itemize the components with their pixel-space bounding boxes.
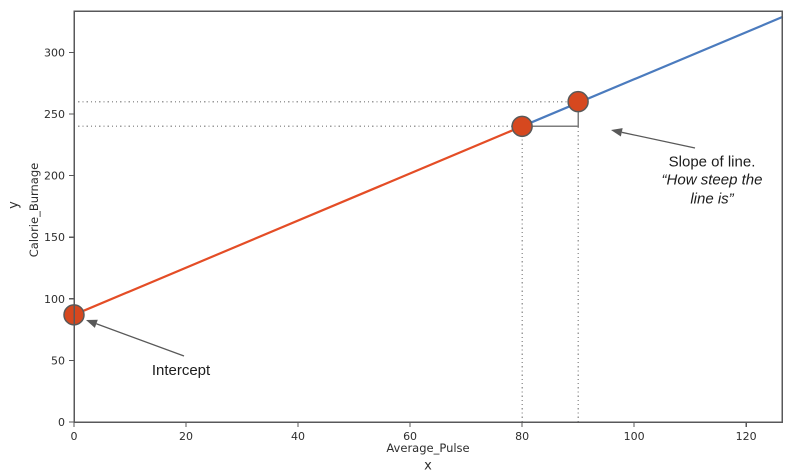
slope-annotation-line3: line is” [690, 189, 734, 207]
data-point-marker [511, 115, 533, 138]
x-tick-label: 0 [71, 430, 78, 443]
y-tick-label: 50 [51, 354, 65, 367]
extrapolated-segment [521, 16, 784, 128]
x-axis-symbol: x [424, 458, 432, 474]
x-tick-label: 40 [291, 430, 305, 443]
slope-arrowhead [611, 128, 623, 137]
slope-annotation-line2: “How steep the [661, 171, 763, 189]
slope-annotation-line1: Slope of line. [668, 152, 756, 170]
y-tick-label: 200 [44, 170, 65, 183]
intercept-arrowhead [86, 319, 98, 328]
intercept-arrow-line [96, 323, 185, 357]
y-tick-label: 250 [44, 108, 65, 121]
x-tick-label: 80 [515, 430, 529, 443]
plot-border [73, 10, 783, 423]
x-tick-label: 60 [403, 430, 417, 443]
y-tick-label: 150 [44, 231, 65, 244]
y-axis-symbol: y [6, 201, 22, 209]
data-point-marker [567, 90, 589, 113]
y-axis-label: Calorie_Burnage [27, 162, 41, 258]
slope-annotation: Slope of line. “How steep the line is” [662, 153, 763, 209]
x-axis-label: Average_Pulse [386, 441, 470, 455]
intercept-annotation: Intercept [152, 362, 210, 381]
y-tick-label: 300 [44, 46, 65, 59]
slope-arrow-line [621, 131, 696, 149]
intercept-annotation-text: Intercept [151, 361, 211, 379]
x-tick-label: 100 [624, 430, 645, 443]
x-tick-label: 20 [179, 430, 193, 443]
y-tick-label: 0 [58, 416, 65, 429]
x-tick-label: 120 [736, 430, 757, 443]
y-tick-label: 100 [44, 293, 65, 306]
observed-segment [72, 125, 524, 316]
